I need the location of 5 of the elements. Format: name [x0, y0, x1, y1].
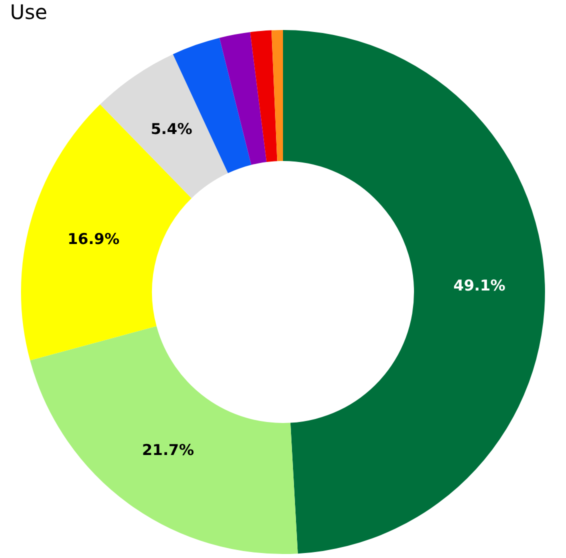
data-label: 16.9% — [67, 230, 120, 248]
data-label: 49.1% — [453, 276, 506, 294]
data-label: 5.4% — [150, 120, 192, 138]
chart-title: Use — [10, 0, 48, 24]
data-label: 21.7% — [142, 441, 194, 460]
